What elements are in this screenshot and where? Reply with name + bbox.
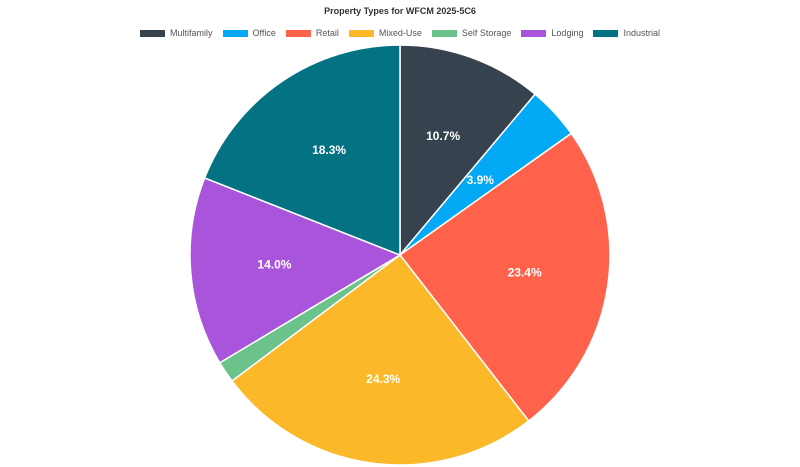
legend-swatch xyxy=(521,29,547,37)
legend-label: Mixed-Use xyxy=(378,28,422,38)
slice-label-multifamily: 10.7% xyxy=(426,129,460,143)
legend-item-multifamily[interactable]: Multifamily xyxy=(140,28,213,38)
slice-label-office: 3.9% xyxy=(467,173,495,187)
chart-title: Property Types for WFCM 2025-5C6 xyxy=(324,6,476,16)
legend-item-retail[interactable]: Retail xyxy=(285,28,339,38)
legend-item-office[interactable]: Office xyxy=(222,28,276,38)
legend-swatch xyxy=(222,29,248,37)
legend-label: Retail xyxy=(315,28,339,38)
legend-label: Office xyxy=(252,28,276,38)
pie-slice-multifamily[interactable] xyxy=(399,44,537,258)
legend-swatch xyxy=(285,29,311,37)
legend-item-mixed-use[interactable]: Mixed-Use xyxy=(348,28,422,38)
legend-swatch xyxy=(140,29,165,37)
legend-item-lodging[interactable]: Lodging xyxy=(521,28,583,38)
slice-label-industrial: 18.3% xyxy=(312,143,346,157)
slice-label-retail: 23.4% xyxy=(508,266,542,280)
legend-label: Industrial xyxy=(623,28,660,38)
slice-label-lodging: 14.0% xyxy=(257,257,291,271)
pie-slice-lodging[interactable] xyxy=(189,177,402,364)
legend-label: Lodging xyxy=(551,28,584,38)
pie-slice-mixed-use[interactable] xyxy=(230,253,530,466)
chart-legend: Multifamily Office Retail Mixed-Use Self Sto… xyxy=(0,28,800,38)
legend-swatch xyxy=(431,29,457,37)
legend-label: Self Storage xyxy=(461,28,512,38)
pie-slice-industrial[interactable] xyxy=(203,44,401,257)
legend-label: Multifamily xyxy=(170,28,213,38)
legend-item-industrial[interactable]: Industrial xyxy=(593,28,660,38)
legend-swatch xyxy=(348,29,374,37)
legend-swatch xyxy=(593,29,619,37)
legend-item-self-storage[interactable]: Self Storage xyxy=(431,28,512,38)
pie-slice-retail[interactable] xyxy=(398,132,611,422)
slice-label-mixed-use: 24.3% xyxy=(366,372,400,386)
